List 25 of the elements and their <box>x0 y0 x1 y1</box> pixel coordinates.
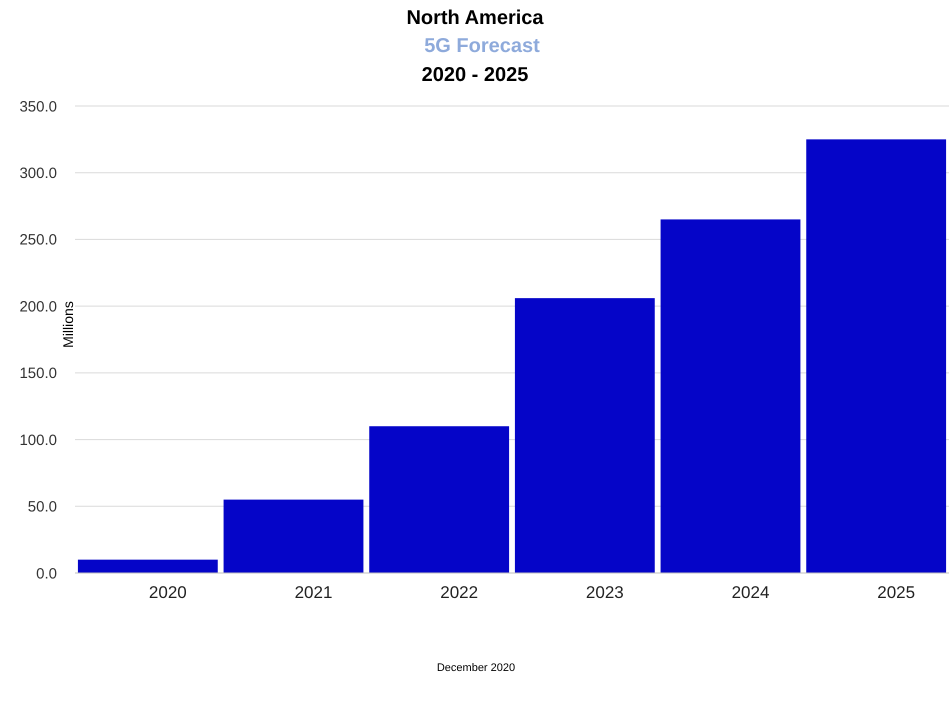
x-tick-label: 2025 <box>877 583 916 602</box>
y-tick-label: 250.0 <box>19 232 57 249</box>
bar <box>514 298 655 573</box>
x-tick-label: 2020 <box>148 583 187 602</box>
text: December 2020 <box>436 662 516 674</box>
y-tick-label: 50.0 <box>28 498 57 516</box>
y-tick-label: 300.0 <box>19 164 57 182</box>
x-tick-label: 2023 <box>586 583 624 602</box>
y-tick-label: 100.0 <box>19 432 57 449</box>
bar <box>224 500 364 573</box>
bar <box>78 560 218 573</box>
y-tick-label: 350.0 <box>19 98 57 116</box>
x-tick-label: 2021 <box>294 583 332 602</box>
y-tick-label: 0.0 <box>36 565 57 582</box>
chart-subtitle: 5G Forecast <box>424 35 540 57</box>
x-tick-label: 2024 <box>732 583 770 602</box>
text: 2020 - 2025 <box>422 64 528 86</box>
chart-title: North America <box>406 7 544 29</box>
bar <box>806 139 946 573</box>
bar <box>369 426 510 573</box>
x-tick-label: 2022 <box>440 583 478 602</box>
y-tick-label: 200.0 <box>19 298 57 316</box>
y-tick-label: 150.0 <box>19 365 57 382</box>
bar <box>660 219 800 573</box>
y-axis-title: Millions <box>60 301 76 348</box>
